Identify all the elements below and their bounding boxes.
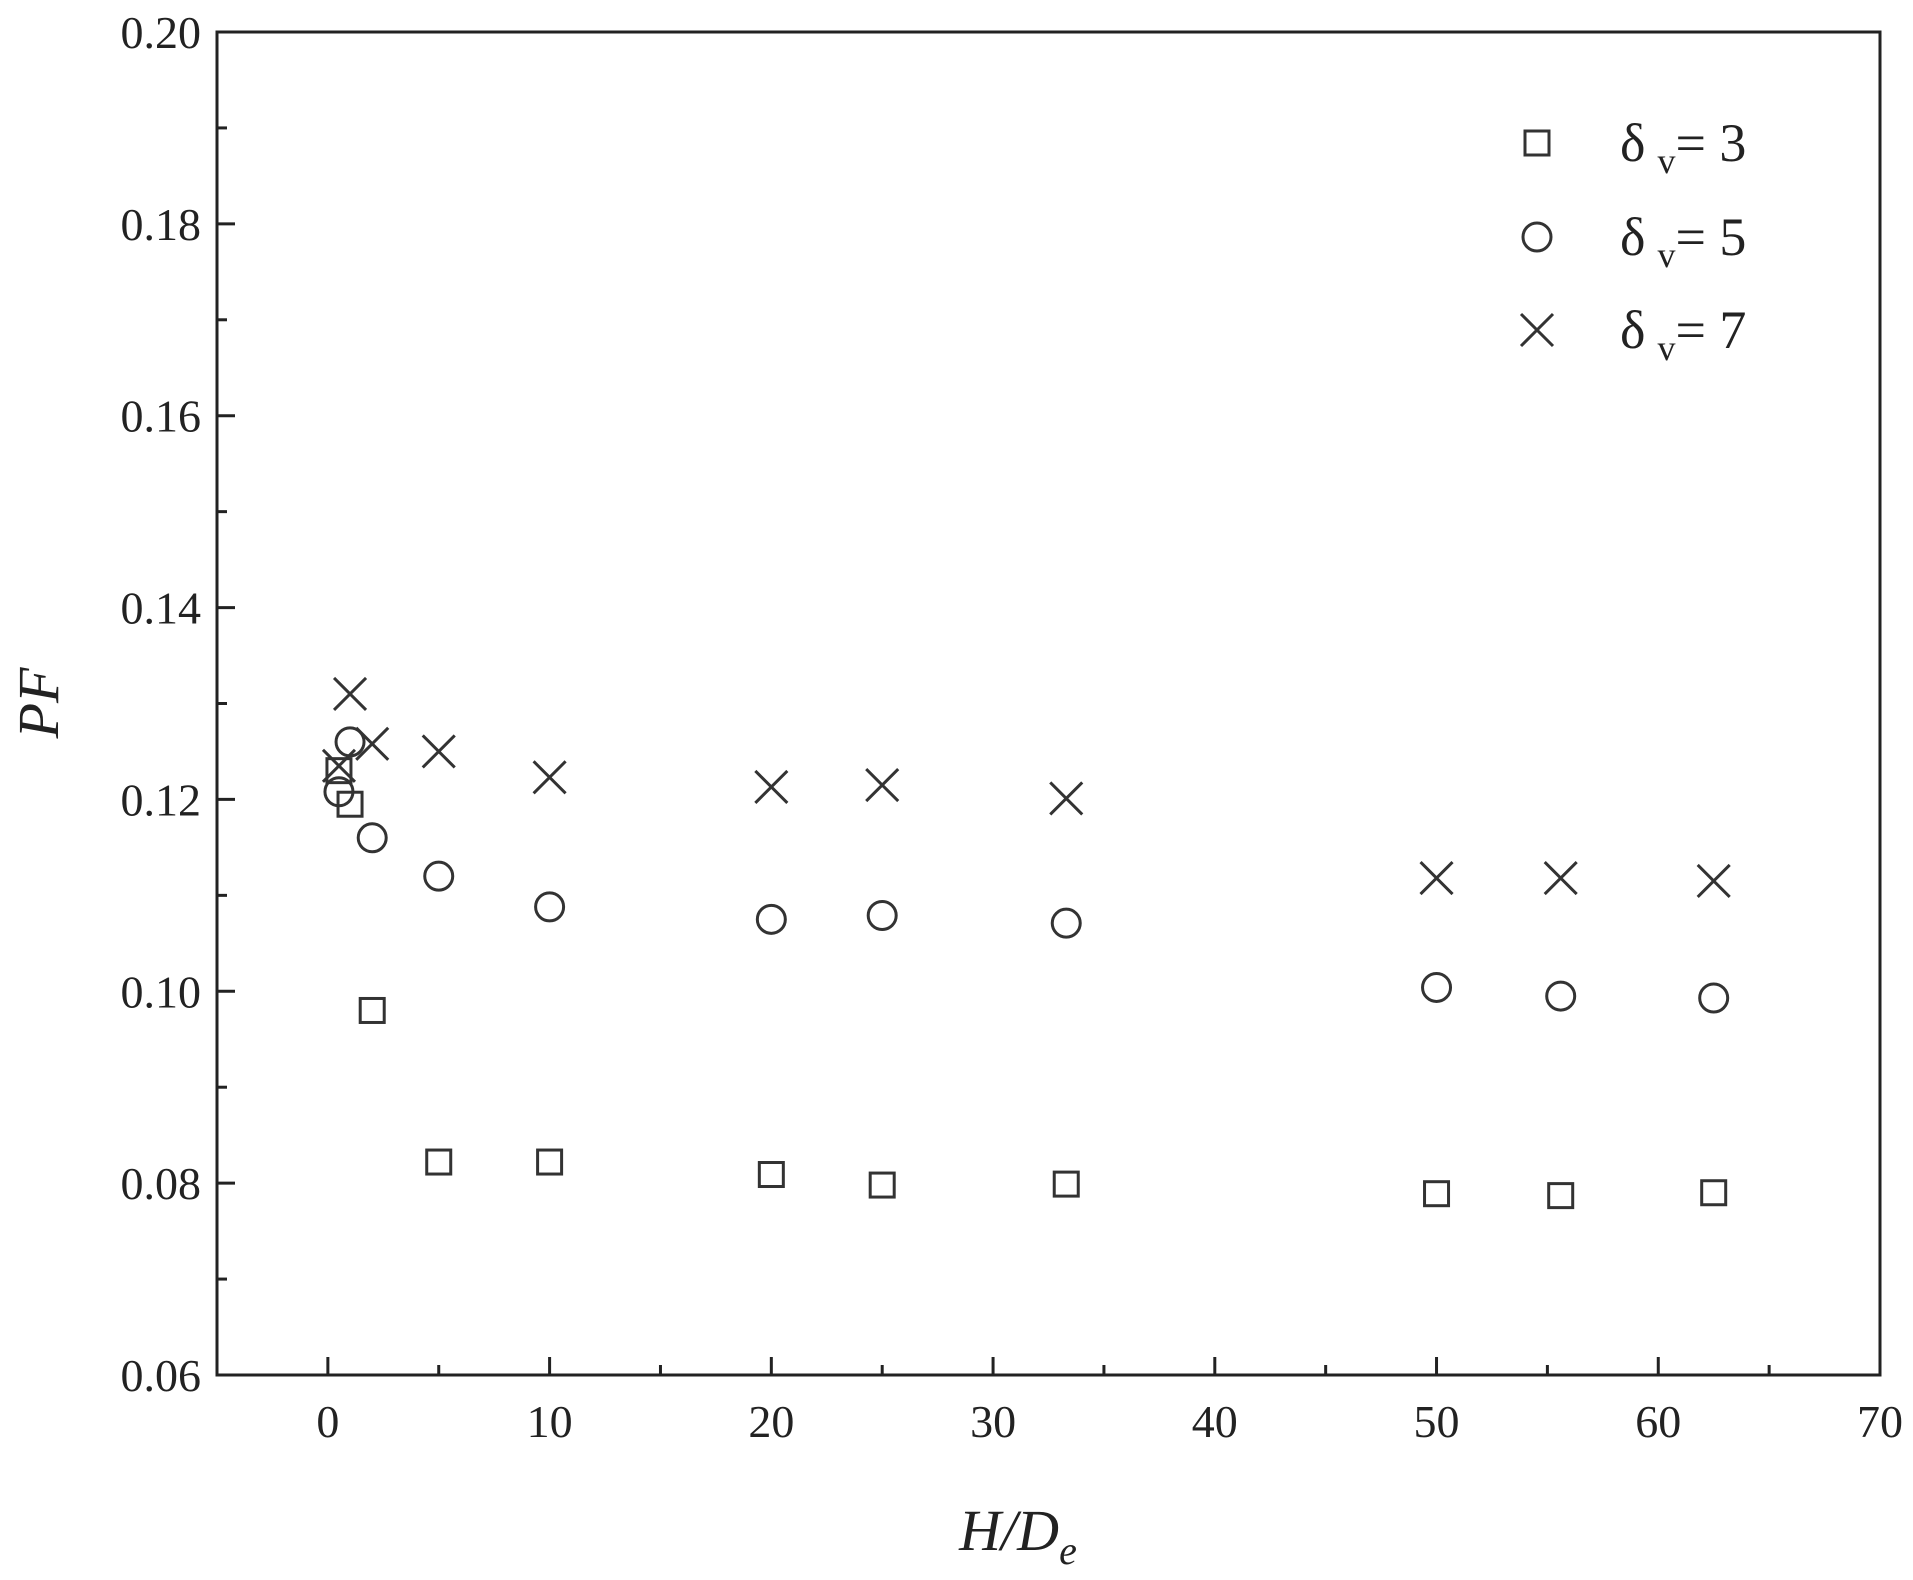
x-axis-title-main: H/D [958, 1498, 1059, 1563]
circle-point [1421, 971, 1453, 1003]
y-tick-label: 0.14 [121, 583, 202, 634]
y-tick-label: 0.16 [121, 391, 202, 442]
square-point [1423, 1180, 1451, 1208]
x-tick-label: 60 [1635, 1396, 1681, 1447]
x-tick-label: 0 [316, 1396, 339, 1447]
cross-point [1543, 861, 1578, 896]
x-tick-label: 50 [1414, 1396, 1460, 1447]
series-square [325, 757, 1728, 1210]
square-point [336, 790, 364, 818]
square-point [425, 1148, 453, 1176]
x-axis-ticks: 0 10 20 30 40 50 60 70 [316, 1357, 1903, 1447]
square-point [1700, 1179, 1728, 1207]
circle-point [866, 900, 898, 932]
square-point [358, 996, 386, 1024]
circle-point [534, 891, 566, 923]
legend-symbol: δ [1620, 113, 1645, 173]
y-tick-label: 0.18 [121, 199, 202, 250]
x-tick-label: 20 [748, 1396, 794, 1447]
legend-item: δ v= 7 [1519, 300, 1746, 368]
circle-point [1545, 980, 1577, 1012]
square-point [1547, 1182, 1575, 1210]
circle-point [323, 776, 355, 808]
legend-value: = 3 [1675, 113, 1746, 173]
cross-point [1696, 863, 1731, 899]
legend-square-marker [1523, 129, 1551, 157]
cross-point [865, 767, 900, 803]
legend-item: δ v= 3 [1523, 113, 1746, 181]
legend: δ v= 3δ v= 5δ v= 7 [1519, 113, 1746, 368]
x-tick-label: 30 [970, 1396, 1016, 1447]
square-point [1052, 1170, 1080, 1198]
cross-point [1419, 861, 1454, 896]
square-point [325, 757, 353, 785]
legend-cross-marker [1519, 312, 1555, 348]
square-point [868, 1171, 896, 1199]
square-point [536, 1148, 564, 1176]
y-axis-title: PF [6, 667, 71, 739]
legend-label: δ v= 3 [1620, 113, 1746, 181]
circle-point [755, 903, 787, 935]
cross-point [532, 760, 567, 795]
legend-label: δ v= 5 [1620, 207, 1746, 275]
y-tick-label: 0.10 [121, 966, 202, 1017]
x-axis-title: H/De [958, 1498, 1077, 1573]
series-cross [321, 676, 1731, 899]
cross-point [754, 769, 789, 805]
legend-value: = 5 [1675, 207, 1746, 267]
cross-point [321, 748, 357, 783]
cross-point [332, 676, 368, 711]
y-tick-label: 0.06 [121, 1350, 202, 1401]
legend-subscript: v [1657, 328, 1675, 368]
legend-symbol: δ [1620, 207, 1645, 267]
cross-point [1049, 781, 1084, 816]
series-circle [323, 726, 1730, 1014]
legend-symbol: δ [1620, 300, 1645, 360]
legend-item: δ v= 5 [1521, 207, 1746, 275]
data-points [321, 676, 1731, 1210]
y-axis-ticks: 0.06 0.08 0.10 0.12 0.14 0.16 0.18 0.20 [121, 7, 235, 1401]
cross-point [355, 726, 390, 761]
circle-point [356, 822, 388, 854]
x-tick-label: 70 [1857, 1396, 1903, 1447]
legend-label: δ v= 7 [1620, 300, 1746, 368]
x-tick-label: 40 [1192, 1396, 1238, 1447]
circle-point [1698, 982, 1730, 1014]
circle-point [423, 860, 455, 892]
x-axis-title-sub: e [1059, 1528, 1077, 1573]
circle-point [1050, 907, 1082, 939]
legend-value: = 7 [1675, 300, 1746, 360]
y-tick-label: 0.08 [121, 1158, 202, 1209]
y-tick-label: 0.20 [121, 7, 202, 58]
x-tick-label: 10 [527, 1396, 573, 1447]
cross-point [421, 734, 456, 769]
legend-subscript: v [1657, 141, 1675, 181]
legend-circle-marker [1521, 221, 1553, 253]
square-point [757, 1161, 785, 1189]
legend-subscript: v [1657, 235, 1675, 275]
y-tick-label: 0.12 [121, 774, 202, 825]
